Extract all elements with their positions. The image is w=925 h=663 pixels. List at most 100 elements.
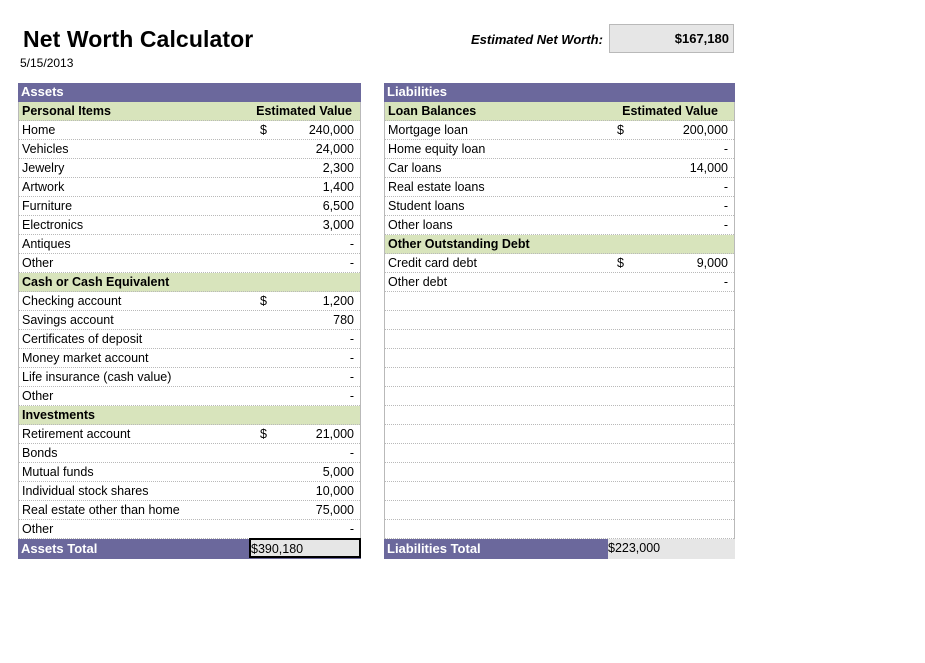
row-value[interactable]: - [349,389,354,403]
empty-row[interactable] [385,292,734,311]
row-value[interactable]: - [349,256,354,270]
row-label: Home [22,123,56,137]
row-label: Other loans [388,218,453,232]
value-column-header: Estimated Value [256,104,352,118]
table-row[interactable]: Vehicles 24,000 [19,140,360,159]
row-value[interactable]: - [723,199,728,213]
table-row[interactable]: Mortgage loan $200,000 [385,121,734,140]
date-cell[interactable]: 5/15/2013 [20,56,74,70]
table-row[interactable]: Other debt - [385,273,734,292]
empty-row[interactable] [385,311,734,330]
row-value[interactable]: 21,000 [315,427,354,441]
row-label: Antiques [22,237,71,251]
category-label: Cash or Cash Equivalent [22,275,170,289]
category-row[interactable]: Loan Balances Estimated Value [385,102,734,121]
table-row[interactable]: Savings account 780 [19,311,360,330]
row-value[interactable]: 3,000 [322,218,354,232]
row-label: Individual stock shares [22,484,149,498]
total-value-cell[interactable]: $390,180 [249,538,361,558]
table-row[interactable]: Real estate other than home 75,000 [19,501,360,520]
row-label: Money market account [22,351,149,365]
table-row[interactable]: Electronics 3,000 [19,216,360,235]
empty-row[interactable] [385,425,734,444]
table-row[interactable]: Bonds - [19,444,360,463]
empty-row[interactable] [385,501,734,520]
assets-header: Assets [18,83,361,102]
category-row[interactable]: Cash or Cash Equivalent [19,273,360,292]
empty-row[interactable] [385,368,734,387]
table-row[interactable]: Car loans 14,000 [385,159,734,178]
table-row[interactable]: Artwork 1,400 [19,178,360,197]
table-row[interactable]: Money market account - [19,349,360,368]
row-value[interactable]: 200,000 [682,123,728,137]
assets-table: Assets Personal Items Estimated Value Home $… [18,83,361,559]
table-row[interactable]: Life insurance (cash value) - [19,368,360,387]
row-label: Other [22,389,54,403]
table-row[interactable]: Other - [19,254,360,273]
row-value[interactable]: 10,000 [315,484,354,498]
table-row[interactable]: Other - [19,387,360,406]
table-row[interactable]: Home equity loan - [385,140,734,159]
empty-row[interactable] [385,387,734,406]
row-value[interactable]: 1,200 [322,294,354,308]
table-row[interactable]: Certificates of deposit - [19,330,360,349]
table-row[interactable]: Other - [19,520,360,539]
table-row[interactable]: Retirement account $21,000 [19,425,360,444]
row-label: Mortgage loan [388,123,468,137]
total-value-cell[interactable]: $223,000 [608,539,735,559]
category-row[interactable]: Investments [19,406,360,425]
row-value[interactable]: 1,400 [322,180,354,194]
row-label: Life insurance (cash value) [22,370,172,384]
row-value[interactable]: - [349,332,354,346]
row-value[interactable]: - [349,370,354,384]
empty-row[interactable] [385,406,734,425]
row-value[interactable]: - [349,522,354,536]
page-title: Net Worth Calculator [23,26,254,52]
table-row[interactable]: Home $240,000 [19,121,360,140]
table-row[interactable]: Furniture 6,500 [19,197,360,216]
table-row[interactable]: Student loans - [385,197,734,216]
empty-row[interactable] [385,482,734,501]
row-value[interactable]: 75,000 [315,503,354,517]
table-row[interactable]: Antiques - [19,235,360,254]
row-label: Home equity loan [388,142,486,156]
category-row[interactable]: Other Outstanding Debt [385,235,734,254]
row-value[interactable]: - [723,275,728,289]
empty-row[interactable] [385,444,734,463]
row-label: Jewelry [22,161,65,175]
empty-row[interactable] [385,330,734,349]
empty-row[interactable] [385,463,734,482]
row-value[interactable]: 5,000 [322,465,354,479]
row-value[interactable]: 9,000 [696,256,728,270]
row-value[interactable]: - [723,180,728,194]
empty-row[interactable] [385,349,734,368]
row-label: Electronics [22,218,84,232]
empty-row[interactable] [385,520,734,539]
row-label: Artwork [22,180,65,194]
row-value[interactable]: - [723,218,728,232]
currency-symbol: $ [608,541,615,555]
row-value[interactable]: - [349,446,354,460]
row-label: Other [22,522,54,536]
row-value[interactable]: 2,300 [322,161,354,175]
row-value[interactable]: 14,000 [689,161,728,175]
row-value[interactable]: - [723,142,728,156]
currency-symbol: $ [260,427,267,441]
total-label: Liabilities Total [387,541,481,556]
table-row[interactable]: Mutual funds 5,000 [19,463,360,482]
row-value[interactable]: - [349,351,354,365]
table-row[interactable]: Real estate loans - [385,178,734,197]
row-value[interactable]: 240,000 [308,123,354,137]
row-value[interactable]: - [349,237,354,251]
net-worth-value-cell[interactable]: $167,180 [609,24,734,53]
row-value[interactable]: 6,500 [322,199,354,213]
row-value[interactable]: 780 [333,313,354,327]
table-row[interactable]: Jewelry 2,300 [19,159,360,178]
category-row[interactable]: Personal Items Estimated Value [19,102,360,121]
row-label: Car loans [388,161,442,175]
table-row[interactable]: Checking account $1,200 [19,292,360,311]
table-row[interactable]: Individual stock shares 10,000 [19,482,360,501]
table-row[interactable]: Other loans - [385,216,734,235]
table-row[interactable]: Credit card debt $9,000 [385,254,734,273]
row-value[interactable]: 24,000 [315,142,354,156]
